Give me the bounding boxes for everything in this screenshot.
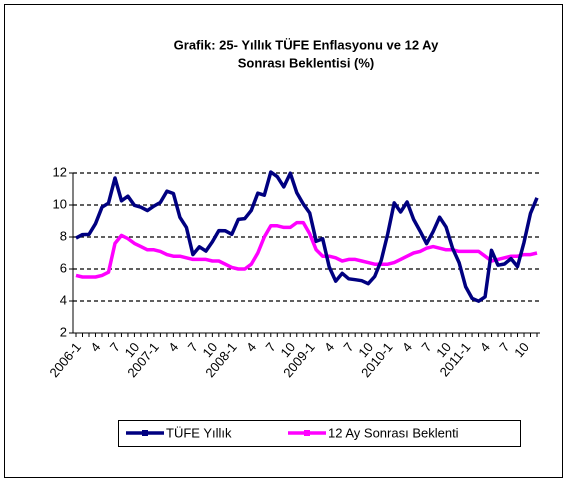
series-line: [75, 220, 538, 279]
chart-frame: [4, 4, 563, 478]
legend-label: 12 Ay Sonrası Beklenti: [328, 425, 459, 440]
chart-title: Sonrası Beklentisi (%): [238, 55, 375, 70]
legend-label: TÜFE Yıllık: [166, 425, 232, 440]
y-tick-label: 10: [53, 196, 67, 211]
y-tick-label: 6: [60, 260, 67, 275]
legend-marker: [142, 430, 148, 436]
y-tick-label: 2: [60, 324, 67, 339]
y-tick-label: 8: [60, 228, 67, 243]
chart-title: Grafik: 25- Yıllık TÜFE Enflasyonu ve 12…: [174, 37, 439, 52]
legend-marker: [304, 430, 310, 436]
y-tick-label: 12: [53, 164, 67, 179]
series-line: [75, 170, 539, 303]
y-tick-label: 4: [60, 292, 67, 307]
